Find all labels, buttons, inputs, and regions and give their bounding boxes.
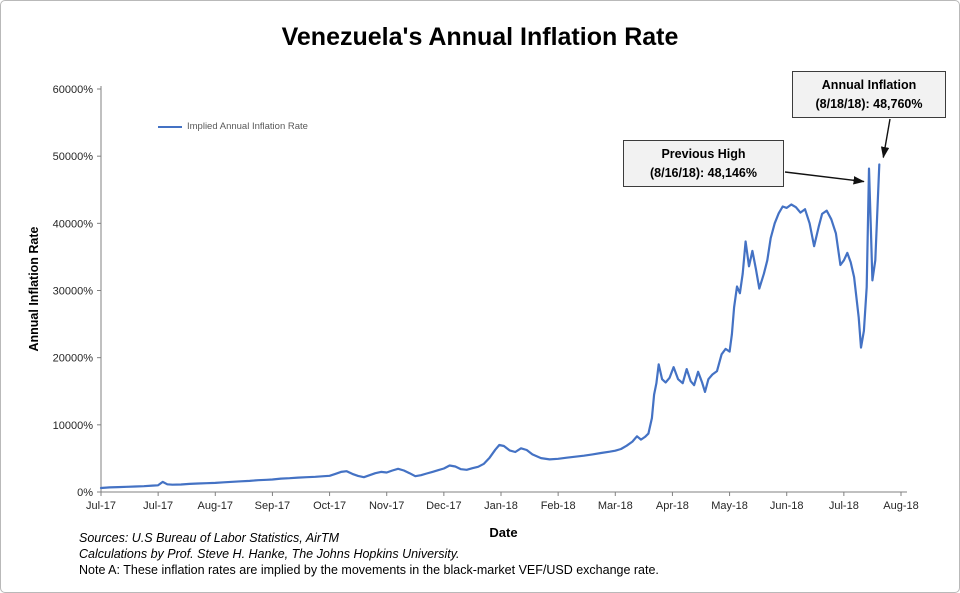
footnotes: Sources: U.S Bureau of Labor Statistics,… [79,530,659,578]
legend: Implied Annual Inflation Rate [158,121,308,132]
y-tick-label: 40000% [53,218,94,230]
x-tick-label: Feb-18 [541,500,576,512]
y-tick-label: 30000% [53,286,94,298]
y-tick-label: 10000% [53,420,94,432]
x-axis-label: Date [489,525,518,540]
chart-title: Venezuela's Annual Inflation Rate [281,23,679,51]
x-tick-label: May-18 [711,500,748,512]
previous-high-arrow [784,171,865,185]
x-tick-label: Nov-17 [369,500,404,512]
y-tick-label: 60000% [53,84,94,96]
x-tick-label: Jan-18 [484,500,518,512]
x-tick-label: Aug-17 [198,500,233,512]
x-tick-label: Jun-18 [770,500,804,512]
footnote-sources: Sources: U.S Bureau of Labor Statistics,… [79,531,340,545]
x-tick-label: Jul-17 [86,500,116,512]
x-tick-label: Sep-17 [255,500,290,512]
annotation-annual-inflation: Annual Inflation (8/18/18): 48,760% [792,71,946,118]
x-tick-label: Jul-18 [829,500,859,512]
x-tick-label: Apr-18 [656,500,689,512]
annotation-annual-inflation-title: Annual Inflation [821,78,917,92]
annual-inflation-arrow [880,118,891,159]
x-tick-label: Dec-17 [426,500,461,512]
annotation-annual-inflation-value: (8/18/18): 48,760% [815,97,923,112]
y-axis-label: Annual Inflation Rate [27,226,41,352]
y-tick-label: 50000% [53,151,94,163]
x-tick-label: Aug-18 [883,500,918,512]
y-tick-label: 0% [77,487,93,499]
legend-label: Implied Annual Inflation Rate [187,121,308,132]
x-tick-label: Mar-18 [598,500,633,512]
annotation-previous-high: Previous High (8/16/18): 48,146% [623,140,784,187]
y-tick-label: 20000% [53,353,94,365]
x-tick-label: Oct-17 [313,500,346,512]
annotation-previous-high-value: (8/16/18): 48,146% [649,166,757,181]
footnote-calculations: Calculations by Prof. Steve H. Hanke, Th… [79,547,460,561]
footnote-note-a: Note A: These inflation rates are implie… [79,563,659,577]
annotation-previous-high-title: Previous High [661,147,746,161]
legend-line-swatch [158,125,182,128]
inflation-line-series [99,163,881,490]
x-tick-label: Jul-17 [143,500,173,512]
